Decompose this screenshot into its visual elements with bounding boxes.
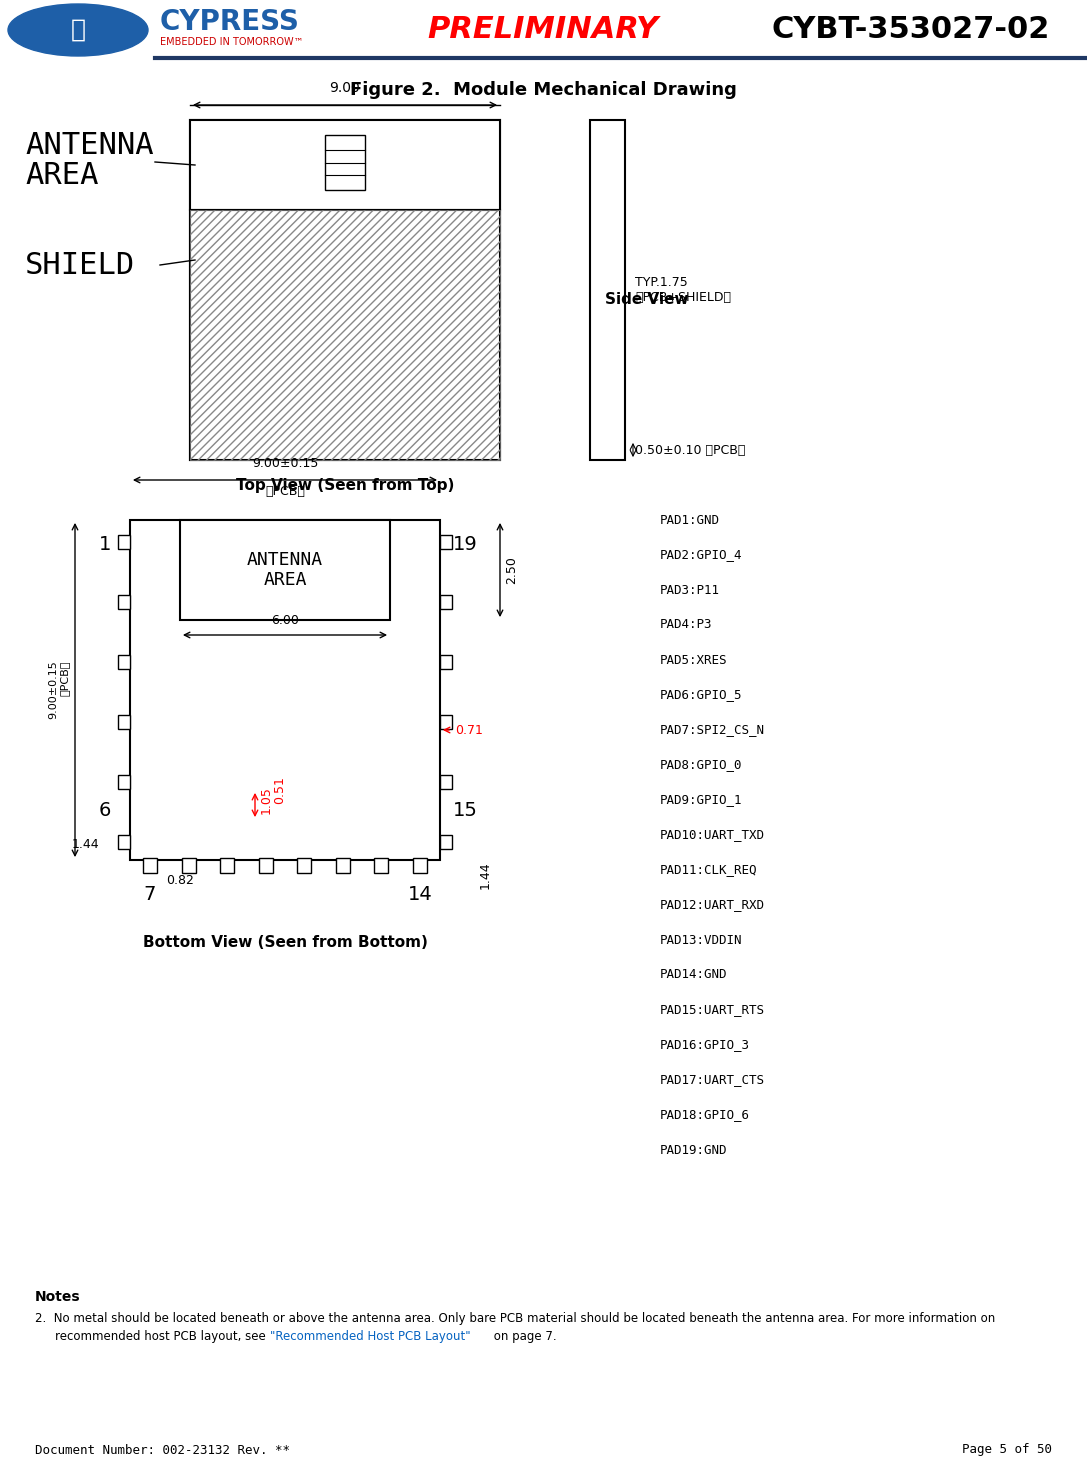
Bar [118, 776, 130, 789]
Text: 9.00: 9.00 [329, 81, 361, 95]
Text: 19: 19 [452, 536, 477, 555]
Text: PAD19:GND: PAD19:GND [660, 1144, 727, 1156]
Text: AREA: AREA [25, 160, 99, 189]
Text: 9.00±0.15: 9.00±0.15 [252, 457, 318, 471]
Text: TYP.1.75
（PCB+SHIELD）: TYP.1.75 （PCB+SHIELD） [635, 275, 730, 303]
Bar [221, 858, 234, 873]
Text: 0.71: 0.71 [455, 724, 483, 737]
Bar [130, 519, 440, 860]
Bar [590, 120, 625, 460]
Text: 0.82: 0.82 [166, 873, 193, 887]
Text: EMBEDDED IN TOMORROW™: EMBEDDED IN TOMORROW™ [160, 37, 303, 47]
Text: PAD12:UART_RXD: PAD12:UART_RXD [660, 898, 765, 912]
Bar [259, 858, 273, 873]
Bar [118, 835, 130, 850]
Bar [190, 120, 500, 210]
Bar [118, 656, 130, 669]
Bar [182, 858, 196, 873]
Text: PAD14:GND: PAD14:GND [660, 968, 727, 981]
Text: 1.05: 1.05 [260, 786, 273, 814]
Text: PAD11:CLK_REQ: PAD11:CLK_REQ [660, 863, 758, 876]
Text: PAD2:GPIO_4: PAD2:GPIO_4 [660, 549, 742, 561]
Text: recommended host PCB layout, see: recommended host PCB layout, see [55, 1331, 270, 1342]
Text: Top View (Seen from Top): Top View (Seen from Top) [236, 478, 454, 493]
Text: 0.50±0.10 （PCB）: 0.50±0.10 （PCB） [635, 444, 746, 456]
Text: CYBT-353027-02: CYBT-353027-02 [772, 15, 1050, 44]
Bar [440, 656, 452, 669]
Text: 6: 6 [99, 801, 111, 820]
Text: 15: 15 [452, 801, 477, 820]
Text: PAD4:P3: PAD4:P3 [660, 619, 712, 632]
Text: PAD6:GPIO_5: PAD6:GPIO_5 [660, 688, 742, 702]
Bar [118, 715, 130, 730]
Bar [440, 595, 452, 608]
Text: PAD1:GND: PAD1:GND [660, 514, 720, 527]
Text: PRELIMINARY: PRELIMINARY [427, 15, 659, 44]
Text: PAD8:GPIO_0: PAD8:GPIO_0 [660, 758, 742, 771]
Text: "Recommended Host PCB Layout": "Recommended Host PCB Layout" [270, 1331, 471, 1342]
Text: PAD3:P11: PAD3:P11 [660, 583, 720, 596]
Text: 2.50: 2.50 [505, 556, 518, 585]
Text: （PCB）: （PCB） [265, 485, 305, 497]
Bar [440, 835, 452, 850]
Bar [118, 534, 130, 549]
Bar [190, 120, 500, 460]
Text: 1.44: 1.44 [478, 861, 491, 889]
Text: Page 5 of 50: Page 5 of 50 [962, 1443, 1052, 1456]
Text: ANTENNA
AREA: ANTENNA AREA [247, 551, 323, 589]
Text: SHIELD: SHIELD [25, 250, 135, 280]
Text: 9.00±0.15
（PCB）: 9.00±0.15 （PCB） [49, 660, 70, 719]
Text: PAD17:UART_CTS: PAD17:UART_CTS [660, 1073, 765, 1086]
Bar [190, 210, 500, 460]
Text: 6.00: 6.00 [271, 614, 299, 628]
Text: Document Number: 002-23132 Rev. **: Document Number: 002-23132 Rev. ** [35, 1443, 290, 1456]
Bar [297, 858, 311, 873]
Bar [118, 595, 130, 608]
Bar [440, 715, 452, 730]
Text: Side View: Side View [605, 293, 689, 308]
Text: PAD15:UART_RTS: PAD15:UART_RTS [660, 1003, 765, 1017]
Text: PAD9:GPIO_1: PAD9:GPIO_1 [660, 793, 742, 807]
Text: on page 7.: on page 7. [490, 1331, 557, 1342]
Bar [143, 858, 157, 873]
Text: Figure 2.  Module Mechanical Drawing: Figure 2. Module Mechanical Drawing [350, 81, 736, 99]
Text: Notes: Notes [35, 1291, 80, 1304]
Bar [325, 135, 365, 189]
Text: PAD13:VDDIN: PAD13:VDDIN [660, 934, 742, 947]
Text: 2.  No metal should be located beneath or above the antenna area. Only bare PCB : 2. No metal should be located beneath or… [35, 1311, 996, 1325]
Bar [440, 776, 452, 789]
Text: 7: 7 [143, 885, 157, 904]
Bar [190, 210, 500, 460]
Bar [374, 858, 388, 873]
Text: 14: 14 [408, 885, 433, 904]
Bar [180, 519, 390, 620]
Text: PAD18:GPIO_6: PAD18:GPIO_6 [660, 1109, 750, 1122]
Text: 🌐: 🌐 [71, 18, 86, 41]
Text: 1: 1 [99, 536, 111, 555]
Text: CYPRESS: CYPRESS [160, 7, 300, 36]
Bar [336, 858, 350, 873]
Text: 0.51: 0.51 [274, 776, 287, 804]
Text: PAD7:SPI2_CS_N: PAD7:SPI2_CS_N [660, 724, 765, 737]
Text: PAD5:XRES: PAD5:XRES [660, 654, 727, 666]
Bar [413, 858, 427, 873]
Text: PAD10:UART_TXD: PAD10:UART_TXD [660, 829, 765, 842]
Text: PAD16:GPIO_3: PAD16:GPIO_3 [660, 1039, 750, 1051]
Text: Bottom View (Seen from Bottom): Bottom View (Seen from Bottom) [142, 935, 427, 950]
Text: 1.44: 1.44 [71, 839, 99, 851]
Text: ANTENNA: ANTENNA [25, 130, 153, 160]
Bar [440, 534, 452, 549]
Ellipse shape [8, 4, 148, 56]
